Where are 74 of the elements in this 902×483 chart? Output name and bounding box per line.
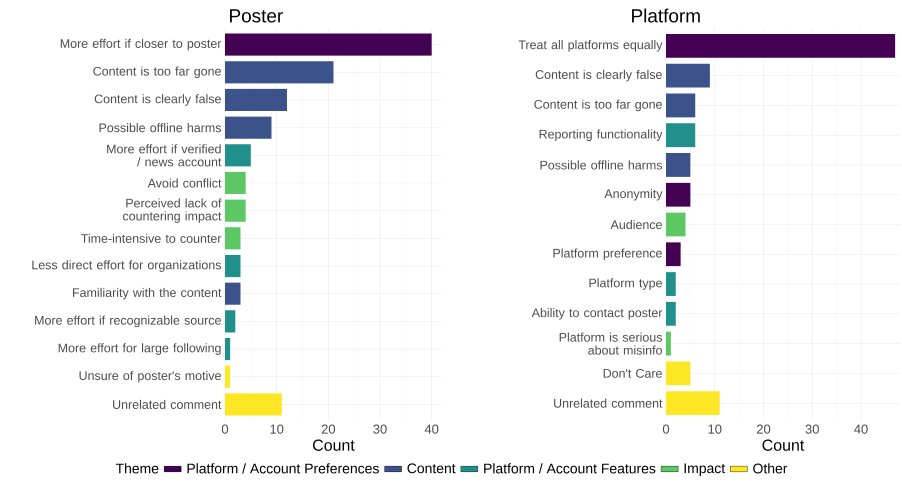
bar (225, 366, 230, 388)
bar (666, 94, 696, 118)
y-tick-label: Time-intensive to counter (81, 234, 222, 243)
x-tick-label: 10 (708, 424, 722, 434)
y-tick-label: Platform preference (553, 248, 662, 260)
legend-label: Other (753, 463, 788, 474)
x-tick-label: 30 (373, 424, 387, 434)
legend-title: Theme (116, 463, 158, 474)
y-tick-label: Possible offline harms (100, 123, 222, 132)
y-tick-label: Platform type (589, 278, 662, 290)
bar (666, 391, 720, 416)
y-tick-label: Content is too far gone (534, 100, 662, 112)
y-tick-label: Content is clearly false (94, 94, 221, 106)
legend-label: Platform / Account Preferences (188, 463, 379, 474)
x-tick-label: 20 (756, 424, 770, 434)
bar (225, 144, 251, 166)
y-tick-label: Unrelated comment (113, 400, 222, 409)
y-tick-label: Avoid conflict (148, 178, 222, 188)
bar (666, 182, 690, 207)
y-tick-label: Ability to contact poster (532, 308, 662, 320)
y-tick-label: More effort if closer to poster (60, 38, 222, 50)
bar (225, 310, 236, 332)
bar (666, 242, 681, 266)
bar (225, 34, 432, 56)
y-tick-label: Less direct effort for organizations (32, 260, 222, 272)
x-tick-label: 0 (222, 424, 228, 434)
y-tick-label: Treat all platforms equally (518, 40, 662, 52)
legend-label: Content (407, 463, 456, 474)
y-tick-label: Perceived lack of countering impact (123, 198, 222, 223)
x-tick-label: 10 (270, 424, 284, 434)
chart-title: Platform (632, 8, 700, 23)
y-tick-label: More effort if verified / news account (107, 144, 222, 166)
x-axis-title: Count (762, 440, 804, 451)
bar (225, 116, 272, 139)
y-tick-label: More effort if recognizable source (35, 316, 221, 328)
y-tick-label: Possible offline harms (540, 160, 662, 170)
bar (225, 282, 240, 305)
y-tick-label: Audience (610, 220, 662, 230)
y-tick-label: Platform is serious about misinfo (560, 332, 662, 355)
bar (666, 332, 671, 356)
bar (666, 64, 710, 88)
bar (225, 393, 282, 416)
x-tick-label: 40 (854, 424, 868, 434)
bar (666, 34, 896, 58)
bar (225, 172, 246, 194)
bar (225, 254, 240, 278)
chart-title: Poster (230, 9, 283, 23)
x-tick-label: 30 (806, 424, 819, 434)
x-tick-label: 0 (662, 424, 670, 434)
y-tick-label: More effort for large following (58, 343, 221, 355)
bar (225, 227, 240, 250)
bar (666, 272, 676, 296)
x-tick-label: 40 (424, 424, 438, 434)
bar (666, 123, 696, 148)
y-tick-label: Anonymity (604, 188, 662, 201)
bar (225, 88, 287, 112)
bar (666, 361, 690, 386)
y-tick-label: Unsure of poster's motive (80, 370, 221, 383)
y-tick-label: Content is clearly false (536, 70, 662, 82)
legend-label: Impact (684, 463, 726, 476)
y-tick-label: Don't Care (604, 368, 662, 378)
bar (666, 302, 676, 326)
bar (666, 153, 690, 177)
y-tick-label: Content is too far gone (93, 66, 221, 78)
y-tick-label: Unrelated comment (554, 398, 662, 408)
legend-label: Platform / Account Features (484, 463, 656, 474)
x-tick-label: 20 (322, 424, 336, 434)
bar (225, 61, 334, 84)
y-tick-label: Reporting functionality (540, 129, 662, 141)
bar (225, 200, 246, 222)
bar (225, 338, 230, 360)
bar (666, 212, 686, 236)
y-tick-label: Familiarity with the content (73, 288, 222, 300)
x-axis-title: Count (313, 440, 355, 451)
